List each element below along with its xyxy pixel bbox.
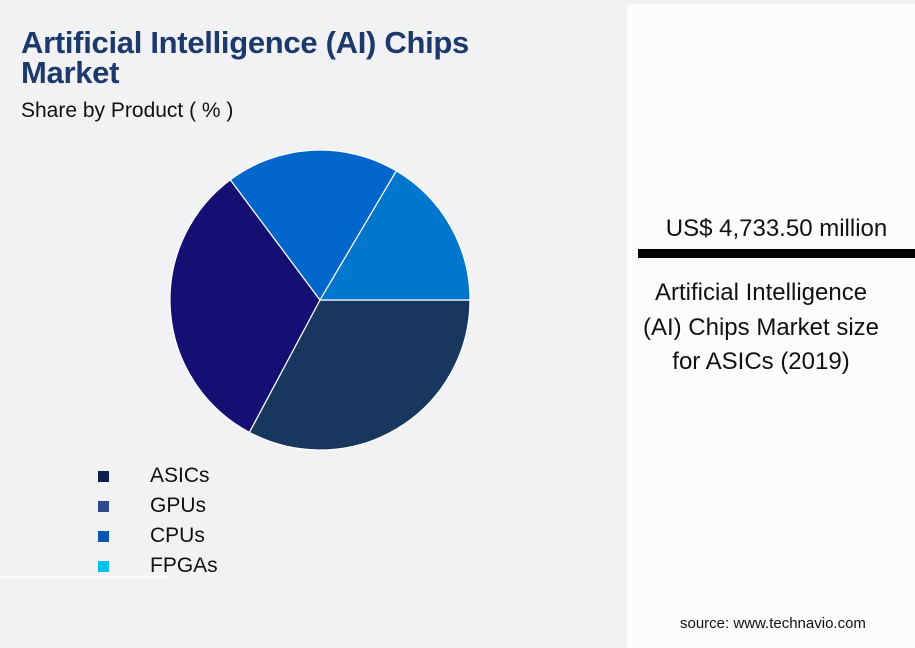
pie-chart: [160, 140, 480, 460]
pie-slice-gpus: [169, 178, 321, 434]
pie-svg: [169, 149, 471, 451]
legend-label: CPUs: [150, 524, 205, 547]
chart-title: Artificial Intelligence (AI) Chips Marke…: [21, 25, 469, 90]
legend-item-cpus: CPUs: [98, 521, 218, 551]
kpi-value: US$ 4,733.50 million: [665, 215, 888, 242]
legend-label: ASICs: [150, 464, 210, 487]
legend-item-asics: ASICs: [98, 461, 218, 491]
legend-swatch-icon: [98, 500, 109, 512]
legend: ASICs GPUs CPUs FPGAs: [98, 461, 218, 581]
legend-swatch-icon: [98, 560, 109, 572]
legend-label: FPGAs: [150, 554, 218, 577]
chart-subtitle: Share by Product ( % ): [21, 99, 234, 122]
pie-slice-fpgas: [318, 170, 471, 301]
legend-label: GPUs: [150, 494, 207, 517]
kpi-panel: [627, 4, 915, 648]
legend-item-fpgas: FPGAs: [98, 551, 218, 581]
source-credit: source: www.technavio.com: [680, 615, 866, 632]
legend-swatch-icon: [98, 530, 109, 542]
kpi-underline: [638, 249, 915, 258]
pie-slice-asics: [248, 299, 471, 451]
divider: [0, 576, 170, 578]
legend-swatch-icon: [98, 470, 109, 482]
legend-item-gpus: GPUs: [98, 491, 218, 521]
pie-slice-cpus: [229, 149, 398, 302]
kpi-description: Artificial Intelligence (AI) Chips Marke…: [642, 279, 880, 375]
